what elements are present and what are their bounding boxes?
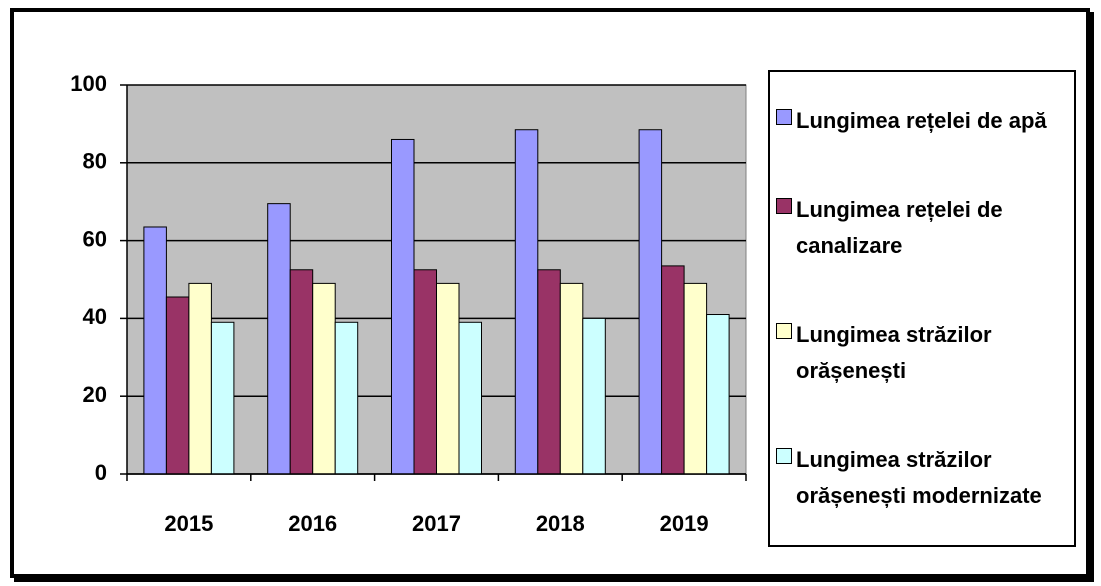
- bar: [391, 138, 415, 475]
- y-tick-label: 80: [83, 149, 107, 174]
- bar: [312, 282, 336, 475]
- bar: [559, 282, 584, 475]
- bar: [436, 282, 460, 475]
- legend-label: Lungimea străzilor orășenești: [796, 322, 992, 384]
- bar: [537, 269, 561, 475]
- legend-label: Lungimea rețelei de apă: [796, 107, 1047, 133]
- bar: [638, 129, 663, 475]
- bar: [458, 321, 482, 475]
- legend-entry: Lungimea străzilor orășenești modernizat…: [776, 442, 1074, 514]
- bar: [267, 203, 291, 475]
- bar: [188, 282, 212, 475]
- y-tick-label: 60: [83, 226, 107, 251]
- y-tick-label: 0: [95, 460, 107, 485]
- bar: [683, 282, 708, 475]
- bar: [413, 269, 437, 475]
- bar: [143, 226, 167, 475]
- legend-entry: Lungimea străzilor orășenești: [776, 317, 1074, 389]
- bar: [706, 314, 730, 475]
- legend: Lungimea rețelei de apă Lungimea rețelei …: [768, 70, 1076, 547]
- legend-swatch: [776, 448, 792, 465]
- legend-label: Lungimea străzilor orășenești modernizat…: [796, 447, 1042, 509]
- bar: [514, 129, 539, 475]
- x-tick-label: 2018: [536, 511, 585, 536]
- legend-entry: Lungimea rețelei de apă: [776, 103, 1074, 139]
- legend-swatch: [776, 108, 792, 125]
- y-tick-label: 40: [83, 304, 107, 329]
- bar: [165, 296, 190, 475]
- legend-entry: Lungimea rețelei de canalizare: [776, 192, 1074, 264]
- bar: [661, 265, 685, 475]
- legend-swatch: [776, 323, 792, 340]
- x-tick-label: 2015: [164, 511, 213, 536]
- y-tick-label: 20: [83, 382, 107, 407]
- legend-label: Lungimea rețelei de canalizare: [796, 196, 1003, 258]
- x-tick-label: 2016: [288, 511, 337, 536]
- x-tick-label: 2019: [660, 511, 709, 536]
- bar: [334, 321, 359, 475]
- x-tick-label: 2017: [412, 511, 461, 536]
- bar: [210, 321, 235, 475]
- y-tick-label: 100: [70, 71, 107, 96]
- legend-swatch: [776, 197, 792, 214]
- bar: [289, 269, 314, 475]
- bar: [582, 317, 606, 475]
